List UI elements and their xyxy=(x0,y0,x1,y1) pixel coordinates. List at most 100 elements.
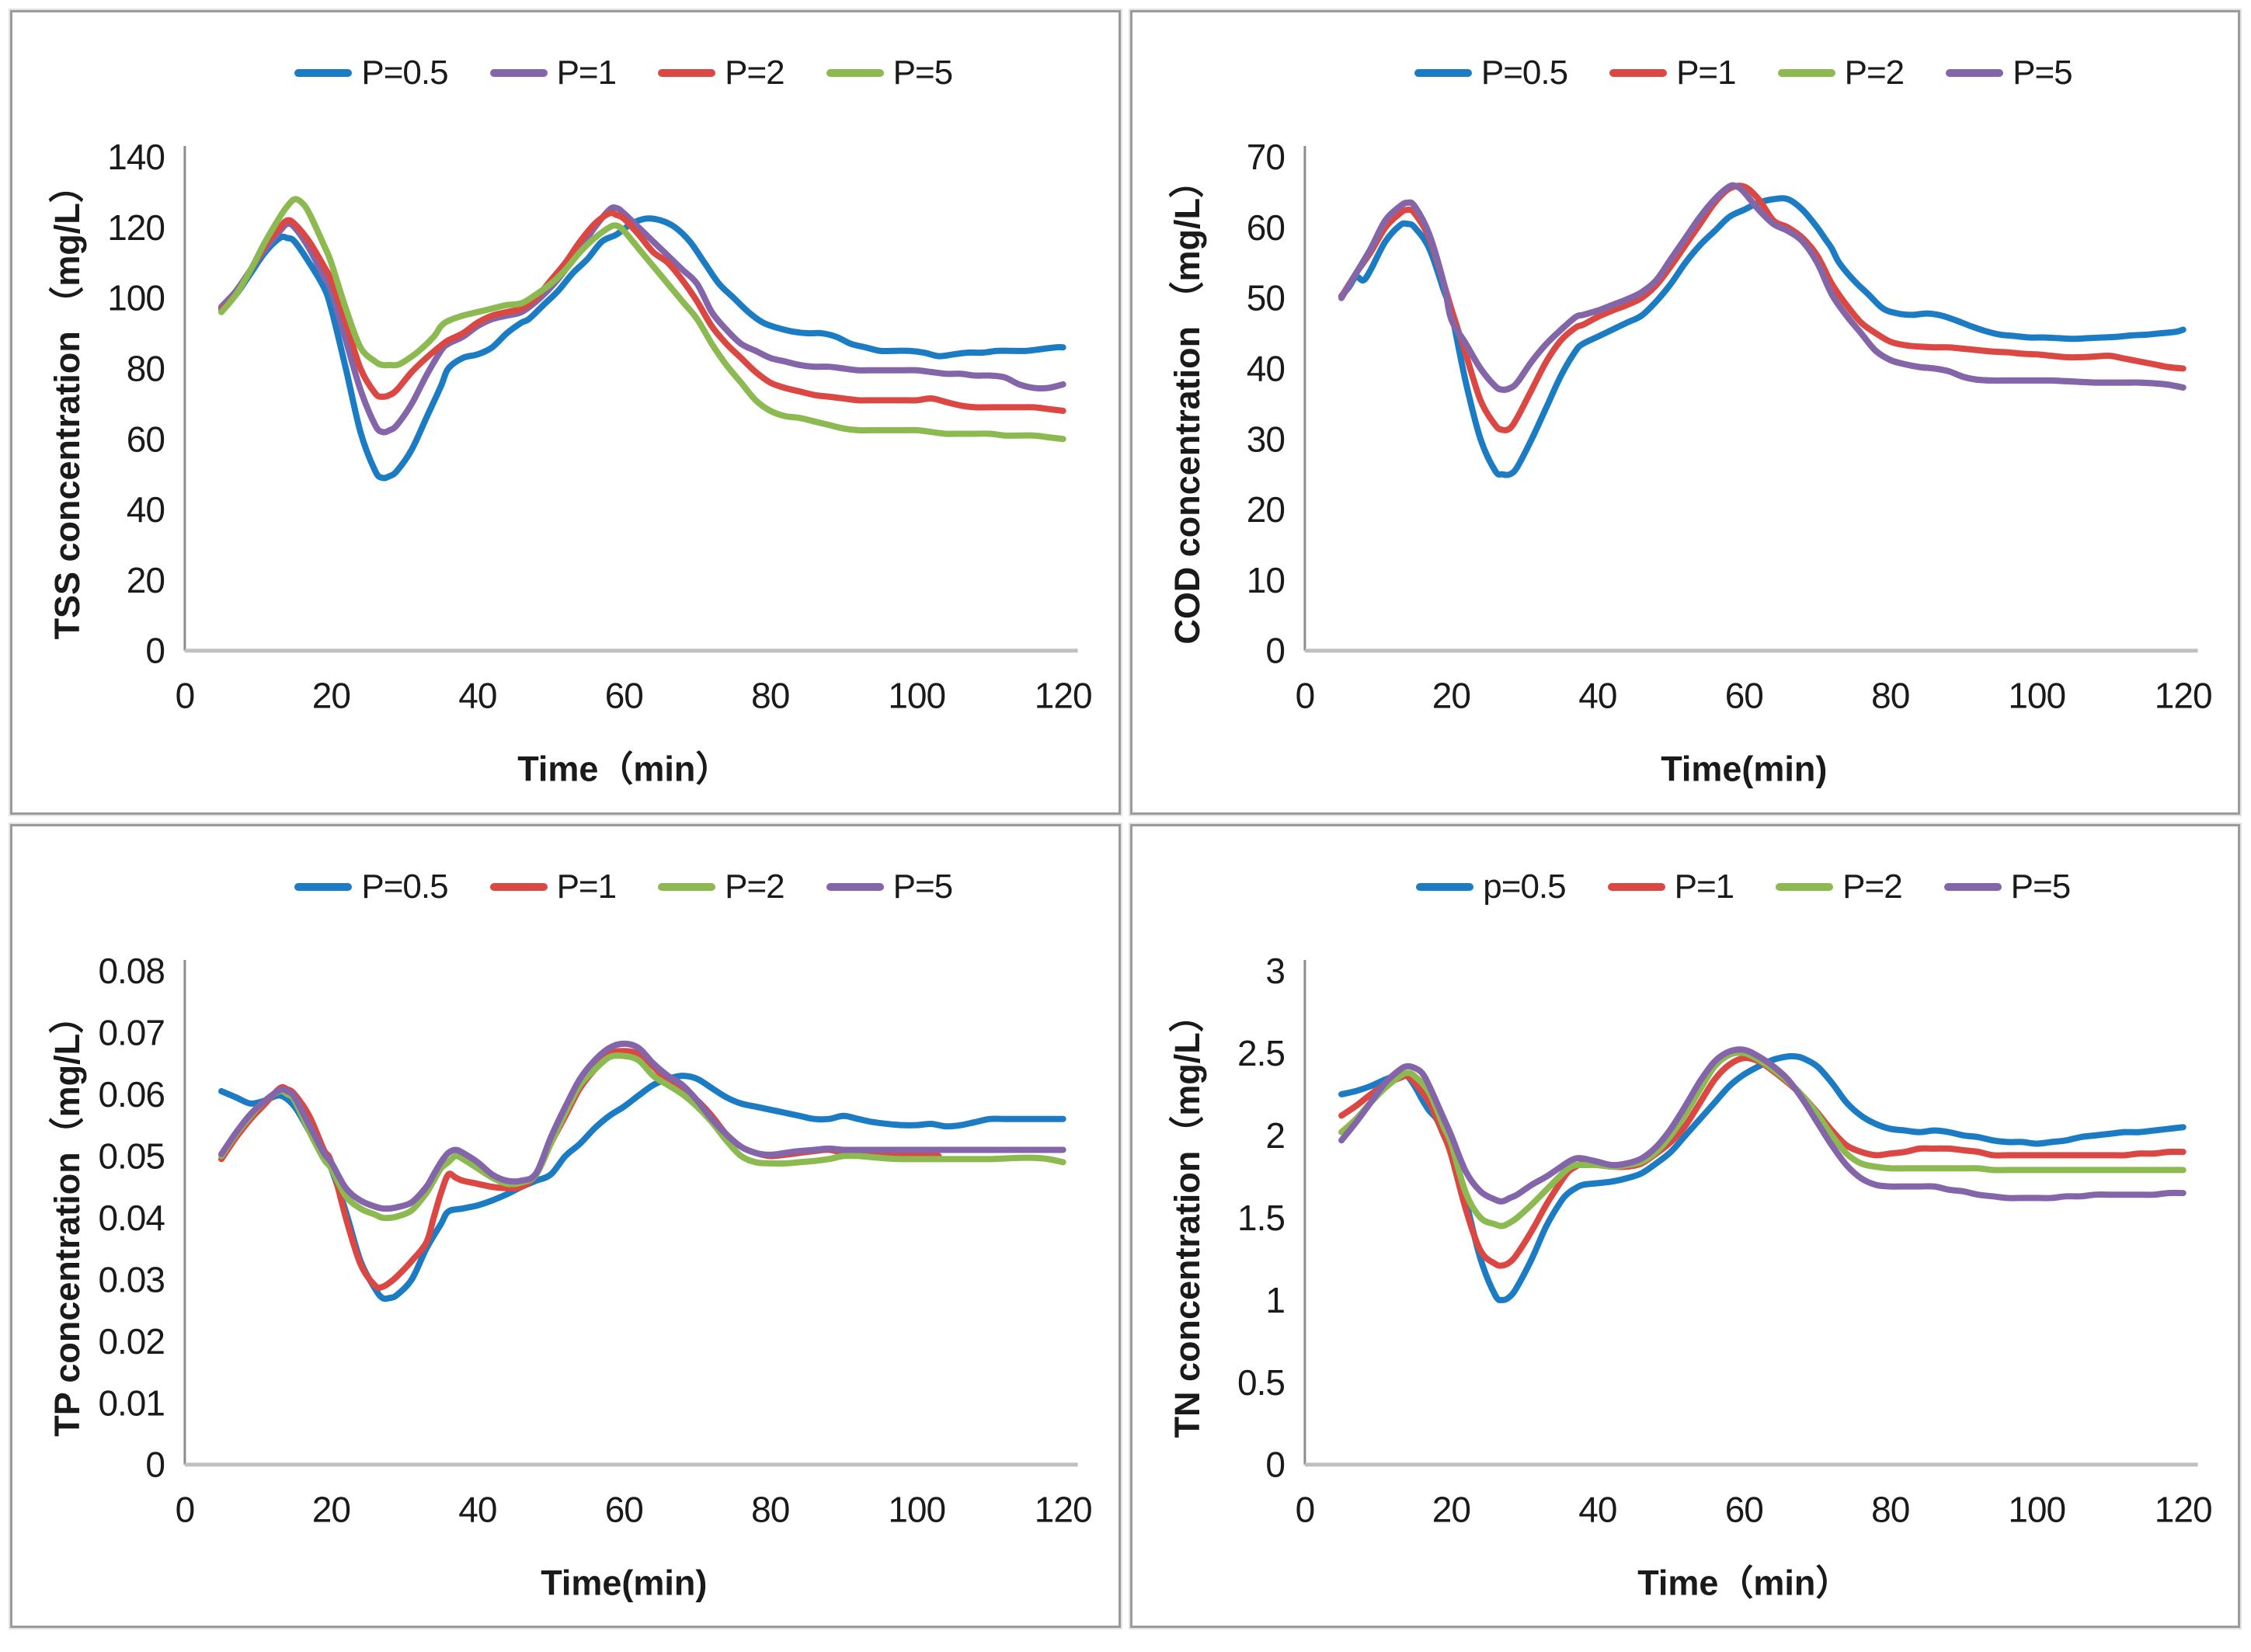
plot-area-tn: 0 0.5 1 1.5 2 2.5 3 0 20 40 60 80 100 120 Time（min） TN … xyxy=(1132,927,2239,1626)
x-tick-label: 100 xyxy=(888,676,945,716)
legend-item: P=5 xyxy=(1946,54,2073,92)
legend-item: P=2 xyxy=(658,54,785,92)
series-line-P=2 xyxy=(218,1052,1066,1221)
x-tick-label: 0 xyxy=(1295,1489,1314,1529)
x-tick-label: 20 xyxy=(1432,676,1470,716)
x-tick-label: 100 xyxy=(2008,1489,2065,1529)
x-tick-label: 60 xyxy=(605,1489,643,1529)
x-axis-title: Time（min） xyxy=(517,749,730,789)
legend-label: P=1 xyxy=(1676,54,1737,92)
series-line-P=5 xyxy=(218,196,1066,443)
series-line-P=1 xyxy=(1338,1054,2187,1269)
legend-item: P=1 xyxy=(489,54,617,92)
legend-label: P=0.5 xyxy=(361,867,448,906)
y-tick-label: 40 xyxy=(1246,348,1284,388)
y-tick-label: 50 xyxy=(1246,278,1284,318)
tp-chart-svg: 0 0.01 0.02 0.03 0.04 0.05 0.06 0.07 0.08 0 20 40 60… xyxy=(47,950,1093,1602)
y-tick-label: 0 xyxy=(1265,1444,1285,1484)
x-tick-label: 80 xyxy=(1871,1489,1909,1529)
x-tick-label: 20 xyxy=(312,1489,350,1529)
chart-panel-tss: P=0.5 P=1 P=2 P=5 0 20 40 60 80 100 120 140 0 20 4… xyxy=(10,10,1121,815)
legend-label: P=5 xyxy=(2013,54,2073,92)
series-line-P=5 xyxy=(1338,1045,2187,1205)
legend-label: P=5 xyxy=(2010,867,2072,906)
charts-grid: P=0.5 P=1 P=2 P=5 0 20 40 60 80 100 120 140 0 20 4… xyxy=(10,10,2240,1628)
y-tick-label: 20 xyxy=(1246,489,1284,530)
legend-label: P=5 xyxy=(892,867,954,906)
y-tick-label: 2.5 xyxy=(1237,1032,1285,1073)
legend-swatch xyxy=(1776,882,1834,891)
y-tick-label: 60 xyxy=(127,419,165,459)
legend-item: P=2 xyxy=(658,868,785,906)
legend-label: P=2 xyxy=(725,54,785,92)
y-axis-title: TN concentration（mg/L） xyxy=(1167,997,1206,1438)
tn-chart-svg: 0 0.5 1 1.5 2 2.5 3 0 20 40 60 80 100 120 Time（min） TN … xyxy=(1167,950,2212,1602)
y-tick-label: 0.05 xyxy=(98,1136,164,1176)
y-axis-title: TP concentration（mg/L） xyxy=(47,998,87,1436)
legend-swatch xyxy=(294,69,353,77)
legend-swatch xyxy=(489,69,548,77)
x-tick-label: 60 xyxy=(1724,676,1762,716)
cod-chart-svg: 0 10 20 30 40 50 60 70 0 20 40 60 80 100 120 Time(min) C… xyxy=(1167,137,2212,789)
y-axis-title: TSS concentration （mg/L） xyxy=(47,168,87,639)
legend-item: P=0.5 xyxy=(294,54,449,92)
legend-label: P=1 xyxy=(556,867,618,906)
legend-item: P=1 xyxy=(489,867,618,906)
x-axis-title: Time（min） xyxy=(1637,1563,1850,1602)
y-tick-label: 1 xyxy=(1265,1279,1285,1320)
y-tick-label: 100 xyxy=(107,278,165,318)
x-tick-label: 80 xyxy=(751,676,789,716)
y-tick-label: 0.5 xyxy=(1237,1362,1285,1402)
legend-swatch xyxy=(1777,69,1835,77)
x-tick-label: 120 xyxy=(2154,1489,2211,1529)
series-line-P=1 xyxy=(218,204,1066,436)
x-tick-label: 80 xyxy=(1871,676,1909,716)
y-tick-label: 0.03 xyxy=(98,1259,164,1299)
legend-label: P=5 xyxy=(892,54,954,92)
legend-item: P=2 xyxy=(1776,867,1903,906)
y-tick-label: 70 xyxy=(1246,137,1284,177)
legend-label: P=0.5 xyxy=(1480,54,1568,92)
series-line-P=0.5 xyxy=(218,215,1066,482)
legend-cod: P=0.5 P=1 P=2 P=5 xyxy=(1132,12,2239,113)
x-tick-label: 40 xyxy=(458,1489,496,1529)
chart-panel-cod: P=0.5 P=1 P=2 P=5 0 10 20 30 40 50 60 70 0 20 40 60… xyxy=(1129,10,2240,815)
chart-panel-tn: p=0.5 P=1 P=2 P=5 0 0.5 1 1.5 2 2.5 3 0 20 40 60 80… xyxy=(1129,823,2240,1628)
y-tick-label: 0.04 xyxy=(98,1197,165,1237)
legend-label: P=2 xyxy=(725,867,785,906)
legend-swatch xyxy=(826,882,884,891)
legend-label: P=2 xyxy=(1844,54,1905,92)
chart-panel-tp: P=0.5 P=1 P=2 P=5 0 0.01 0.02 0.03 0.04 0.05 0… xyxy=(10,823,1121,1628)
series-line-P=0.5 xyxy=(1338,195,2187,478)
legend-tss: P=0.5 P=1 P=2 P=5 xyxy=(12,12,1119,113)
legend-label: P=2 xyxy=(1842,867,1903,906)
legend-label: P=1 xyxy=(1674,867,1735,906)
y-tick-label: 0.08 xyxy=(98,950,164,990)
x-tick-label: 60 xyxy=(605,676,643,716)
y-tick-label: 0.07 xyxy=(98,1012,164,1052)
legend-swatch xyxy=(1416,882,1474,891)
y-tick-label: 3 xyxy=(1265,950,1285,990)
legend-swatch xyxy=(658,882,716,891)
legend-item: P=1 xyxy=(1609,54,1737,92)
y-tick-label: 2 xyxy=(1265,1115,1285,1155)
x-tick-label: 0 xyxy=(176,1489,195,1529)
y-tick-label: 0 xyxy=(145,1444,165,1484)
x-tick-label: 20 xyxy=(312,676,350,716)
y-tick-label: 0.02 xyxy=(98,1320,164,1361)
y-tick-label: 10 xyxy=(1246,560,1284,600)
x-tick-label: 100 xyxy=(2008,676,2065,716)
y-tick-label: 80 xyxy=(127,348,165,388)
x-tick-label: 20 xyxy=(1432,1489,1470,1529)
legend-swatch xyxy=(294,882,353,891)
y-tick-label: 20 xyxy=(127,560,165,600)
x-tick-label: 40 xyxy=(458,676,496,716)
series-line-P=2 xyxy=(218,210,1066,414)
x-axis-title: Time(min) xyxy=(1661,749,1827,789)
legend-swatch xyxy=(1609,69,1668,77)
plot-area-tp: 0 0.01 0.02 0.03 0.04 0.05 0.06 0.07 0.08 0 20 40 60… xyxy=(12,927,1119,1626)
x-tick-label: 40 xyxy=(1578,676,1616,716)
plot-area-tss: 0 20 40 60 80 100 120 140 0 20 40 60 80 100 120 Time（mi… xyxy=(12,113,1119,812)
legend-swatch xyxy=(489,882,548,891)
